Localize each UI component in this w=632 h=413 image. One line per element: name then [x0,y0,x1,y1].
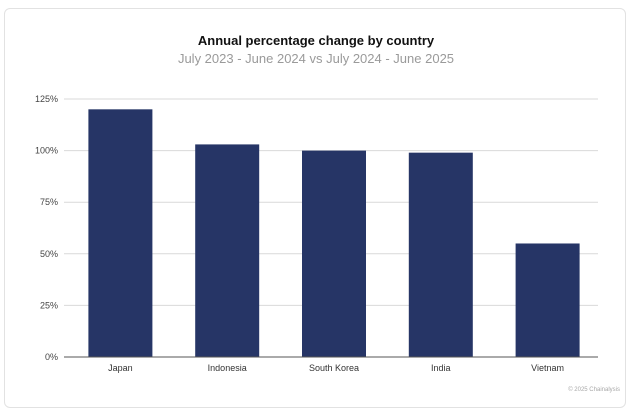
bar-vietnam [515,243,580,357]
bar-japan [88,109,153,357]
bar-india [408,152,473,357]
x-category-label: Indonesia [208,363,247,373]
y-tick-label: 100% [35,146,58,156]
y-tick-label: 25% [40,300,58,310]
x-axis-categories: Japan Indonesia South Korea India Vietnam [108,363,564,373]
x-category-label: Japan [108,363,133,373]
chart-subtitle: July 2023 - June 2024 vs July 2024 - Jun… [177,51,455,66]
chart-title: Annual percentage change by country [197,33,435,48]
y-axis-ticks: 0% 25% 50% 75% 100% 125% [35,94,58,362]
x-category-label: India [431,363,451,373]
bars [88,109,580,357]
x-category-label: Vietnam [531,363,564,373]
bar-south-korea [302,150,366,357]
bar-indonesia [195,144,260,357]
y-tick-label: 75% [40,197,58,207]
y-tick-label: 125% [35,94,58,104]
x-category-label: South Korea [309,363,359,373]
y-tick-label: 50% [40,249,58,259]
y-tick-label: 0% [45,352,58,362]
chart-credit: © 2025 Chainalysis [568,387,620,393]
